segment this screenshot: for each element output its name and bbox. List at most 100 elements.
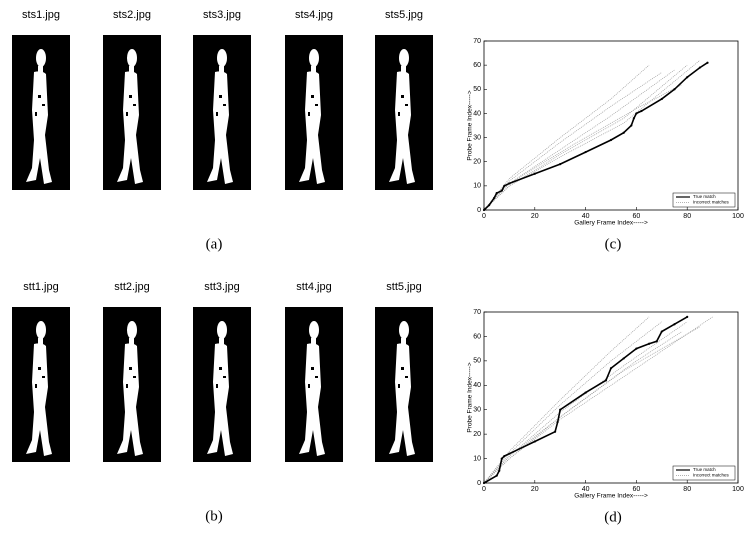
true-match-point [554,430,557,433]
true-match-point [556,420,559,424]
true-match-point [609,367,613,370]
y-tick-label: 60 [473,62,481,69]
legend-label: Incorrect matches [693,473,730,478]
y-tick-label: 40 [473,382,481,389]
true-match-point [698,66,702,69]
true-match-point [609,138,613,142]
true-match-point [482,208,486,212]
true-match-point [584,391,587,394]
y-tick-label: 40 [473,110,481,117]
image-label: stt3.jpg [204,281,239,293]
x-axis-label: Gallery Frame Index-----> [574,493,648,500]
incorrect-match-line [483,326,701,484]
x-tick-label: 20 [531,213,539,220]
y-tick-label: 0 [477,207,481,214]
image-panels: sts1.jpg sts2.jpg sts3.jpg sts4.jpg sts5.jpg… [12,9,433,524]
true-match-point [640,109,643,113]
true-match-point [604,379,608,382]
legend-label: True match [693,194,716,199]
true-match-point [508,182,511,185]
true-match-point [673,323,676,326]
true-match-point [648,342,651,345]
image-label: sts4.jpg [295,9,333,21]
x-tick-label: 40 [582,486,590,493]
caption: (c) [605,236,622,252]
true-match-point [660,330,663,333]
image-label: stt1.jpg [23,281,58,293]
x-tick-label: 100 [732,213,744,220]
y-tick-label: 30 [473,134,481,141]
true-match-point [622,357,625,360]
y-tick-label: 70 [473,309,481,316]
y-tick-label: 50 [473,86,481,93]
true-match-point [533,172,536,175]
true-match-point [655,340,658,343]
image-label: sts3.jpg [203,9,241,21]
x-tick-label: 60 [633,486,641,493]
y-tick-label: 10 [473,455,481,462]
chart: 0 20 40 60 80 100 0 10 20 30 40 50 60 70 Gallery Frame… [467,309,744,526]
y-tick-label: 10 [473,183,481,190]
x-tick-label: 40 [582,213,590,220]
x-tick-label: 0 [482,213,486,220]
image-label: sts2.jpg [113,9,151,21]
true-match-point [686,315,689,318]
true-match-point [503,184,506,187]
true-match-point [673,88,676,91]
y-tick-label: 60 [473,333,481,340]
true-match-point [632,117,635,120]
x-tick-label: 80 [683,486,691,493]
incorrect-match-line [483,64,650,211]
true-match-point [559,163,562,166]
y-tick-label: 0 [477,480,481,487]
true-match-point [660,97,663,101]
caption: (d) [604,509,622,525]
true-match-point [493,196,496,200]
true-match-point [508,452,511,455]
incorrect-match-line [483,84,683,211]
true-match-point [533,440,536,443]
true-match-point [622,131,625,134]
incorrect-match-line [483,64,688,211]
true-match-point [498,469,501,472]
y-tick-label: 50 [473,358,481,365]
image-label: stt2.jpg [114,281,149,293]
plot-area [483,311,739,484]
true-match-point [706,61,709,64]
true-match-point [482,481,486,485]
x-axis-label: Gallery Frame Index-----> [574,220,648,227]
true-match-point [487,204,491,207]
true-match-point [495,192,498,195]
true-match-point [630,124,633,127]
true-match-point [635,347,638,350]
true-match-point [584,150,587,154]
y-axis-label: Probe Frame Index-----> [467,90,474,160]
true-match-point [686,76,689,79]
caption: (b) [205,508,223,524]
true-match-point [500,457,503,460]
image-label: sts5.jpg [385,9,423,21]
true-match-point [559,408,562,411]
incorrect-match-line [483,72,662,211]
true-match-point [635,112,638,115]
true-match-point [495,474,498,477]
incorrect-match-line [483,316,650,484]
y-tick-label: 20 [473,431,481,438]
image-label: sts1.jpg [22,9,60,21]
x-tick-label: 0 [482,486,486,493]
image-label: stt4.jpg [296,281,331,293]
true-match-point [503,455,506,458]
x-tick-label: 80 [683,213,691,220]
true-match-point [500,189,503,192]
y-tick-label: 70 [473,38,481,45]
caption: (a) [206,236,223,252]
plot-area [483,40,739,211]
chart: 0 20 40 60 80 100 0 10 20 30 40 50 60 70 Gallery Frame… [467,38,744,253]
y-tick-label: 30 [473,407,481,414]
image-label: stt5.jpg [386,281,421,293]
y-tick-label: 20 [473,159,481,166]
legend-label: True match [693,467,716,472]
legend-label: Incorrect matches [693,200,730,205]
